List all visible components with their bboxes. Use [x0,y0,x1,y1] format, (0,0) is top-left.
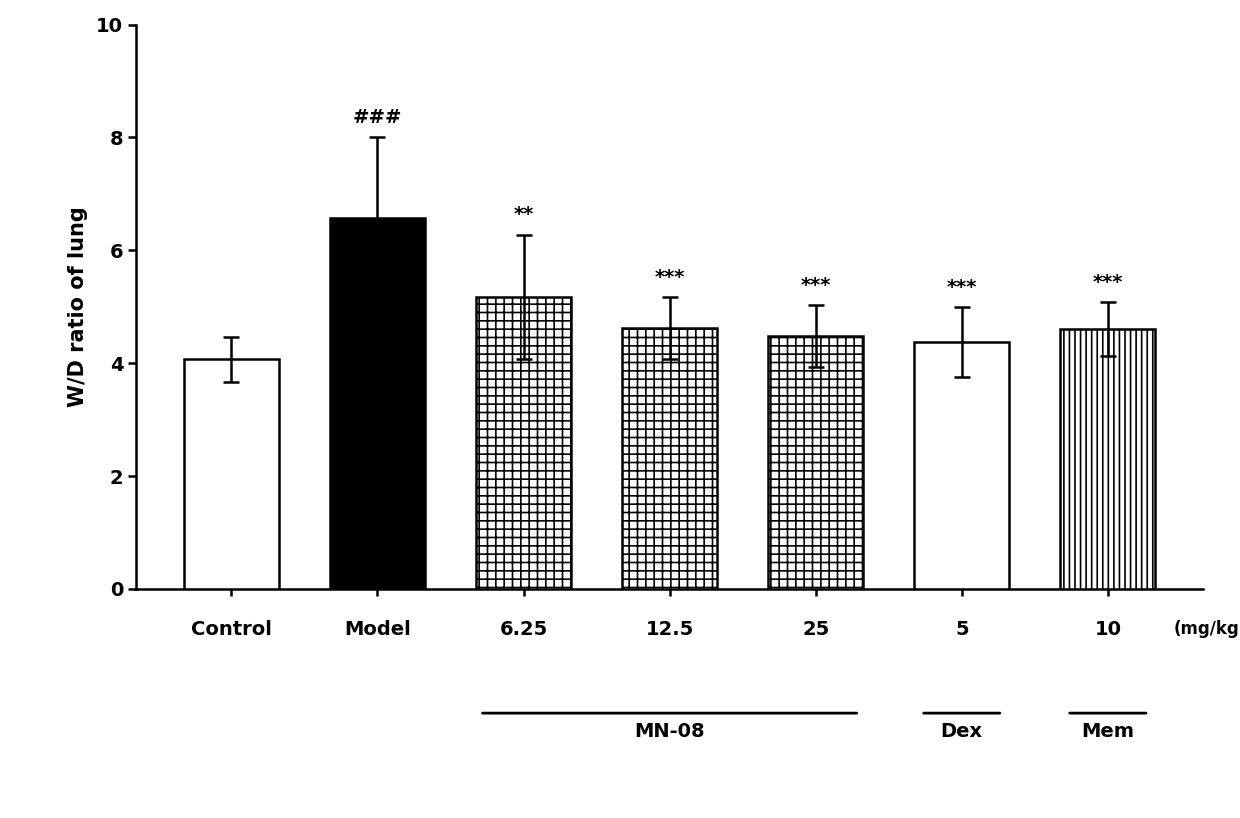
Text: ***: *** [801,276,831,295]
Text: 12.5: 12.5 [646,620,693,639]
Bar [622,328,717,589]
Text: ***: *** [946,278,977,297]
Bar [914,342,1009,589]
Text: MN-08: MN-08 [635,721,704,740]
Text: 10: 10 [1095,620,1121,639]
Text: Model: Model [343,620,410,639]
Text: (mg/kg): (mg/kg) [1173,620,1240,638]
Bar [330,218,425,589]
Bar [476,297,570,589]
Bar [184,359,279,589]
Text: 6.25: 6.25 [500,620,548,639]
Bar [1060,330,1156,589]
Y-axis label: W/D ratio of lung: W/D ratio of lung [68,206,88,407]
Text: 25: 25 [802,620,830,639]
Text: ***: *** [1092,273,1123,292]
Bar [769,336,863,589]
Text: Mem: Mem [1081,721,1135,740]
Text: ###: ### [352,108,402,128]
Text: ***: *** [655,268,684,287]
Text: 5: 5 [955,620,968,639]
Text: **: ** [513,205,533,224]
Text: Dex: Dex [941,721,983,740]
Text: Control: Control [191,620,272,639]
